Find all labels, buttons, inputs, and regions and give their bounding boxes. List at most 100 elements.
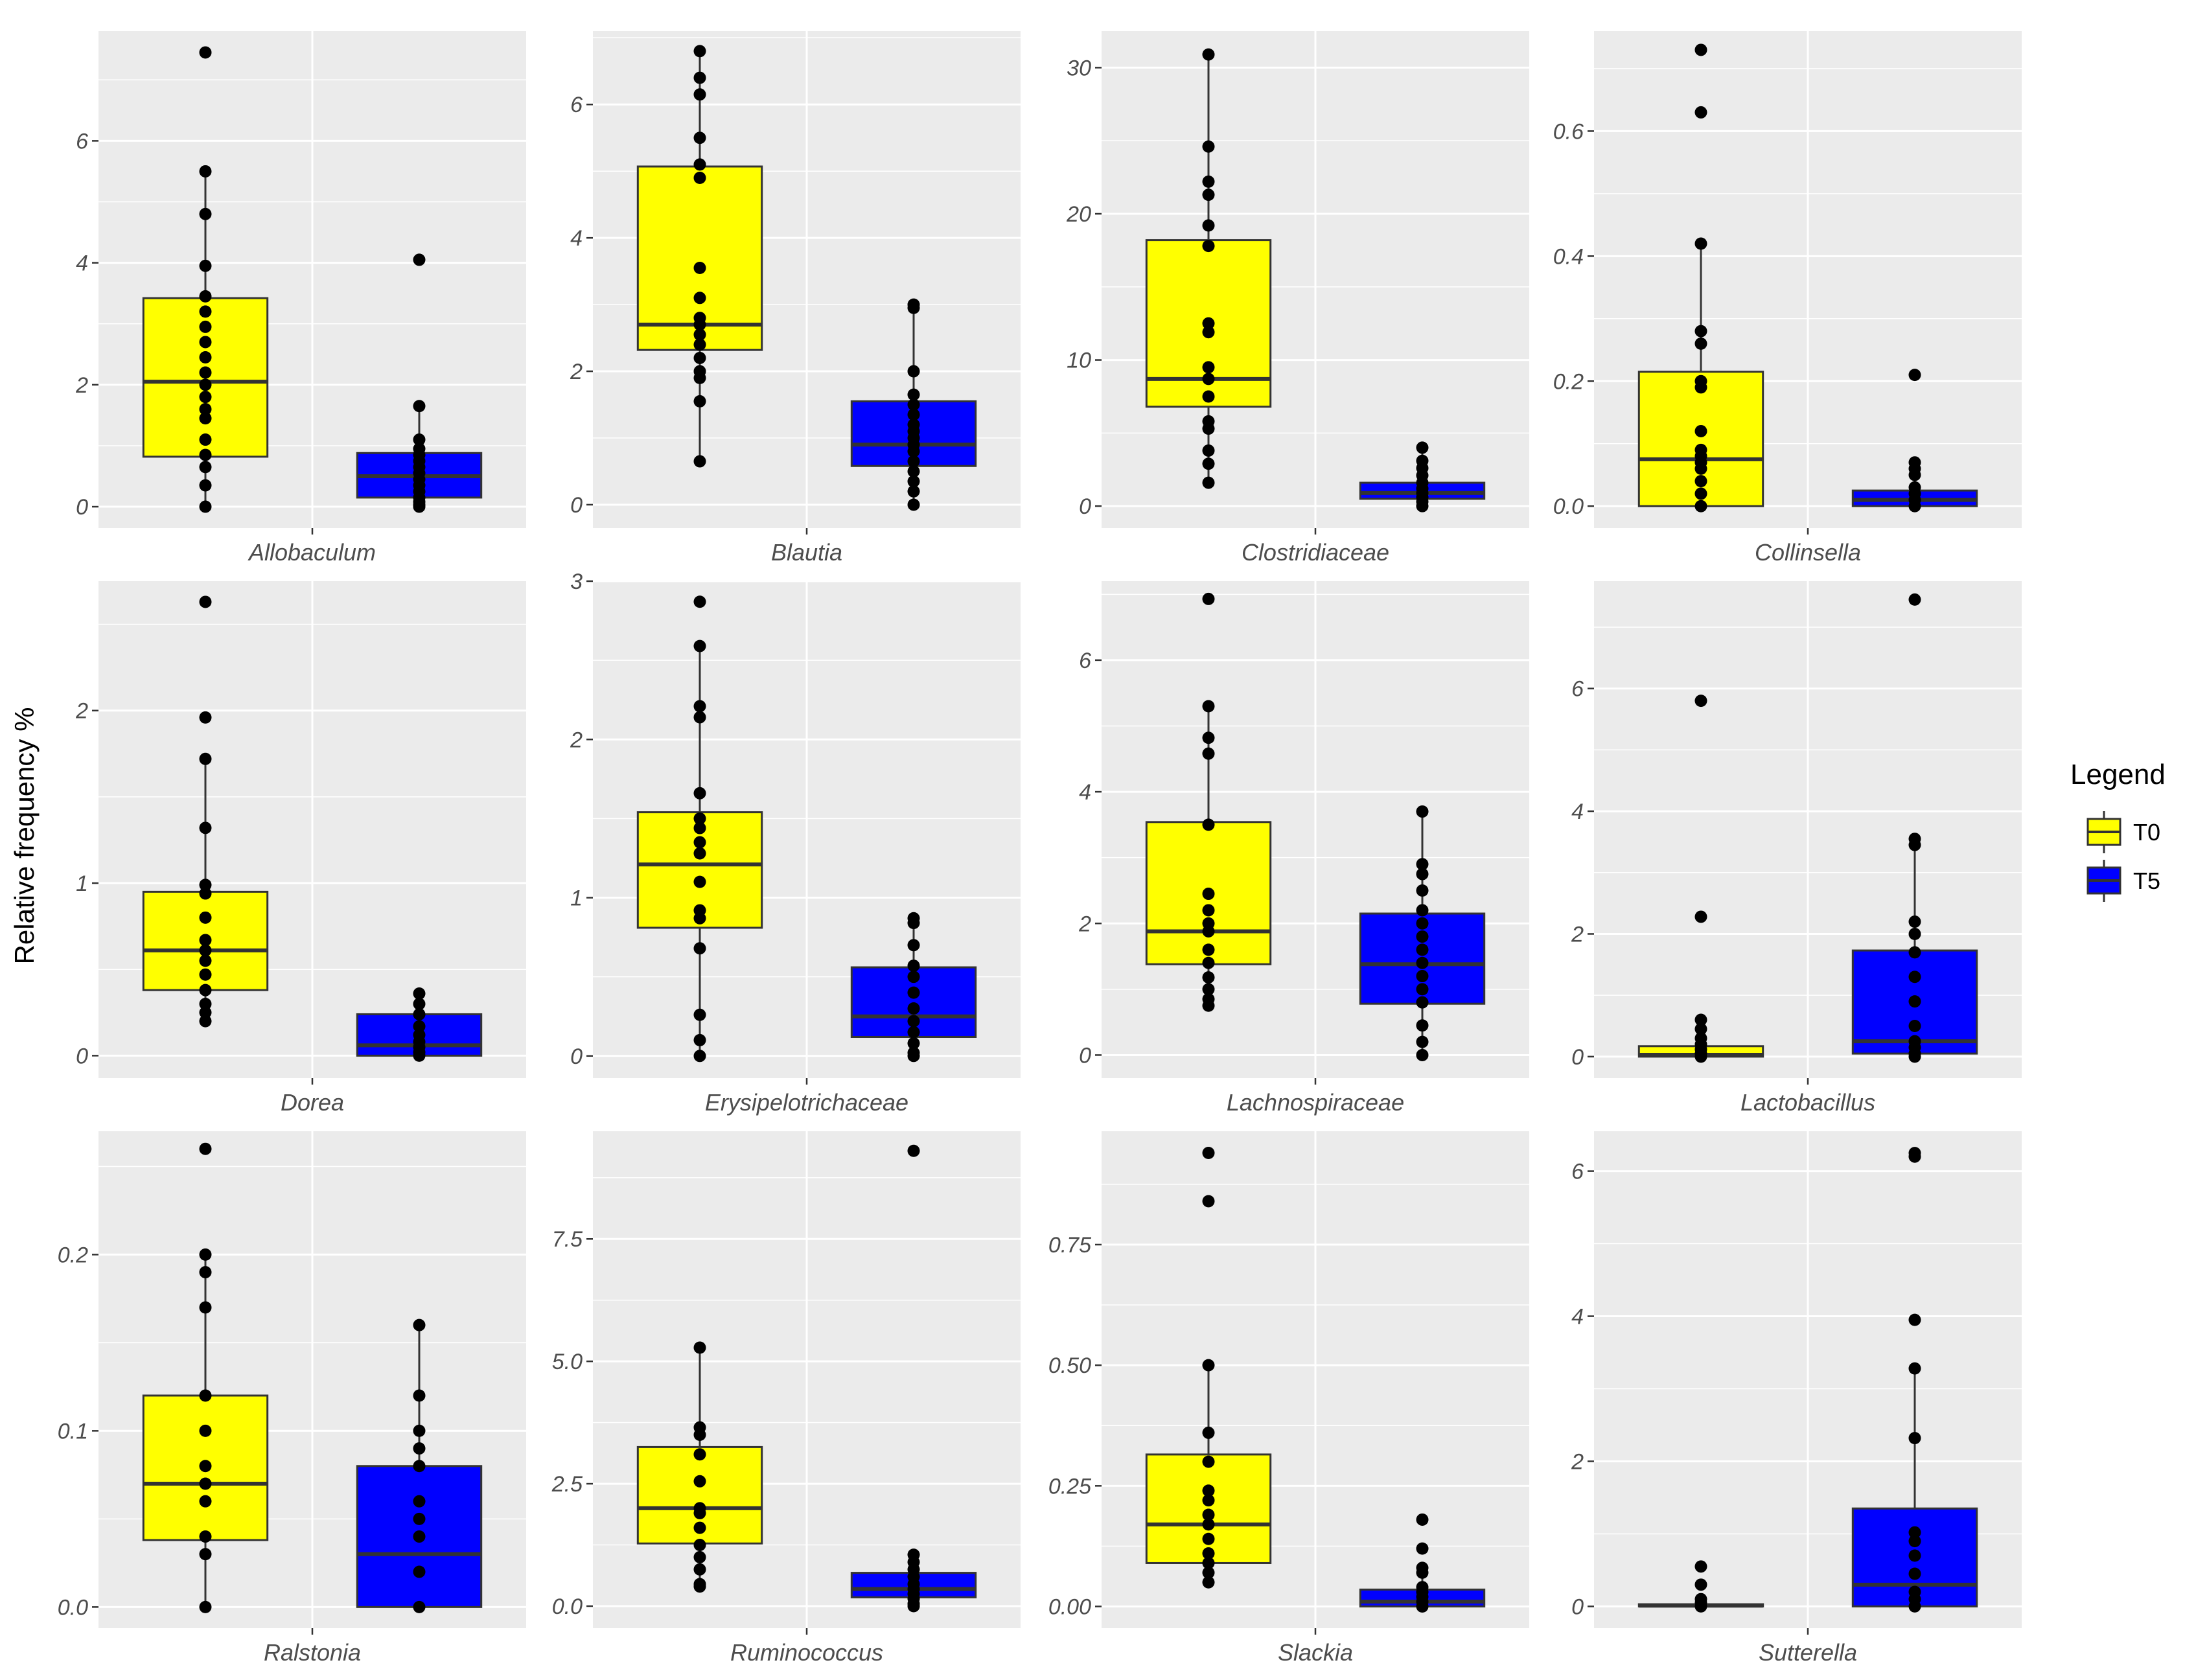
y-tick-label: 0.6: [1553, 119, 1584, 144]
data-point: [1694, 695, 1707, 708]
data-point: [693, 912, 706, 925]
data-point: [1908, 468, 1921, 481]
box-t5: [850, 298, 977, 511]
y-tick-label: 0: [1571, 1594, 1584, 1619]
data-point: [907, 1144, 920, 1157]
data-point: [1694, 381, 1707, 394]
data-point: [199, 954, 212, 967]
panel-blautia: 0 2 4 6 Blautia: [570, 31, 1021, 566]
data-point: [1202, 1359, 1215, 1372]
data-point: [199, 448, 212, 461]
data-point: [199, 500, 212, 513]
data-point: [199, 391, 212, 404]
data-point: [1908, 1535, 1921, 1548]
data-point: [199, 1006, 212, 1019]
data-point: [1202, 1566, 1215, 1579]
data-point: [199, 461, 212, 474]
data-point: [907, 475, 920, 488]
data-point: [1202, 1576, 1215, 1589]
data-point: [199, 595, 212, 608]
data-point: [199, 1424, 212, 1437]
box-t5: [1359, 1513, 1486, 1613]
y-tick-label: 30: [1067, 56, 1091, 80]
data-point: [413, 1007, 426, 1020]
data-point: [199, 1495, 212, 1508]
data-point: [1202, 457, 1215, 470]
data-point: [1416, 805, 1429, 818]
data-point: [1202, 904, 1215, 917]
data-point: [1202, 1147, 1215, 1160]
y-tick-label: 20: [1066, 202, 1091, 227]
data-point: [693, 1429, 706, 1442]
x-label-lactobacillus: Lactobacillus: [1740, 1089, 1875, 1116]
data-point: [1202, 175, 1215, 188]
y-tick-label: 6: [570, 93, 583, 117]
data-point: [1694, 1600, 1707, 1613]
data-point: [907, 365, 920, 378]
data-point: [199, 259, 212, 272]
y-tick-label: 2: [570, 728, 583, 752]
y-axis-label: Relative frequency %: [9, 708, 40, 965]
data-point: [1694, 1013, 1707, 1026]
data-point: [199, 887, 212, 900]
data-point: [1908, 1567, 1921, 1580]
y-tick-label: 0.1: [58, 1419, 88, 1444]
box-t0: [1145, 48, 1272, 489]
data-point: [907, 301, 920, 314]
y-tick-label: 0.50: [1048, 1353, 1091, 1378]
data-point: [199, 412, 212, 425]
data-point: [1416, 1566, 1429, 1579]
data-point: [413, 1495, 426, 1508]
box-t5: [850, 912, 977, 1063]
data-point: [1908, 838, 1921, 851]
box-t0: [1637, 1560, 1764, 1613]
data-point: [199, 822, 212, 834]
data-point: [199, 1301, 212, 1314]
y-tick-label: 0.25: [1048, 1474, 1091, 1499]
data-point: [693, 875, 706, 888]
data-point: [1908, 500, 1921, 512]
data-point: [413, 1424, 426, 1437]
y-tick-label: 2.5: [551, 1472, 583, 1497]
y-tick-label: 0: [1079, 1043, 1091, 1068]
data-point: [1416, 943, 1429, 956]
data-point: [1908, 971, 1921, 984]
data-point: [1416, 956, 1429, 969]
y-tick-label: 2: [1078, 912, 1091, 936]
data-point: [1416, 1600, 1429, 1613]
data-point: [199, 997, 212, 1010]
data-point: [907, 398, 920, 411]
y-tick-label: 0.00: [1048, 1594, 1091, 1619]
box-t5: [356, 987, 483, 1062]
data-point: [907, 971, 920, 984]
box-t5: [1359, 805, 1486, 1061]
facet-panels: 0246Allobaculum0246Blautia0102030Clostri…: [58, 31, 2022, 1666]
data-point: [693, 395, 706, 408]
y-tick-label: 1: [570, 886, 583, 911]
legend-label-t0: T0: [2133, 819, 2160, 846]
data-point: [1416, 904, 1429, 917]
box-t5: [356, 253, 483, 513]
y-tick-label: 4: [76, 251, 88, 276]
box-t0: [142, 1142, 269, 1613]
y-tick-label: 2: [75, 699, 88, 724]
data-point: [1202, 219, 1215, 232]
panel-lactobacillus: 0 2 4 6 Lactobacillus: [1571, 581, 2022, 1116]
data-point: [1202, 317, 1215, 330]
data-point: [1416, 868, 1429, 880]
box-t0: [1637, 43, 1764, 512]
data-point: [199, 1600, 212, 1613]
data-point: [1694, 424, 1707, 437]
data-point: [1416, 930, 1429, 943]
data-point: [199, 290, 212, 303]
data-point: [693, 338, 706, 351]
data-point: [693, 822, 706, 834]
data-point: [1416, 917, 1429, 930]
data-point: [413, 253, 426, 266]
box-t0: [636, 45, 763, 468]
data-point: [199, 378, 212, 391]
data-point: [1416, 1542, 1429, 1555]
data-point: [1416, 1019, 1429, 1032]
data-point: [1908, 1362, 1921, 1375]
data-point: [413, 1600, 426, 1613]
